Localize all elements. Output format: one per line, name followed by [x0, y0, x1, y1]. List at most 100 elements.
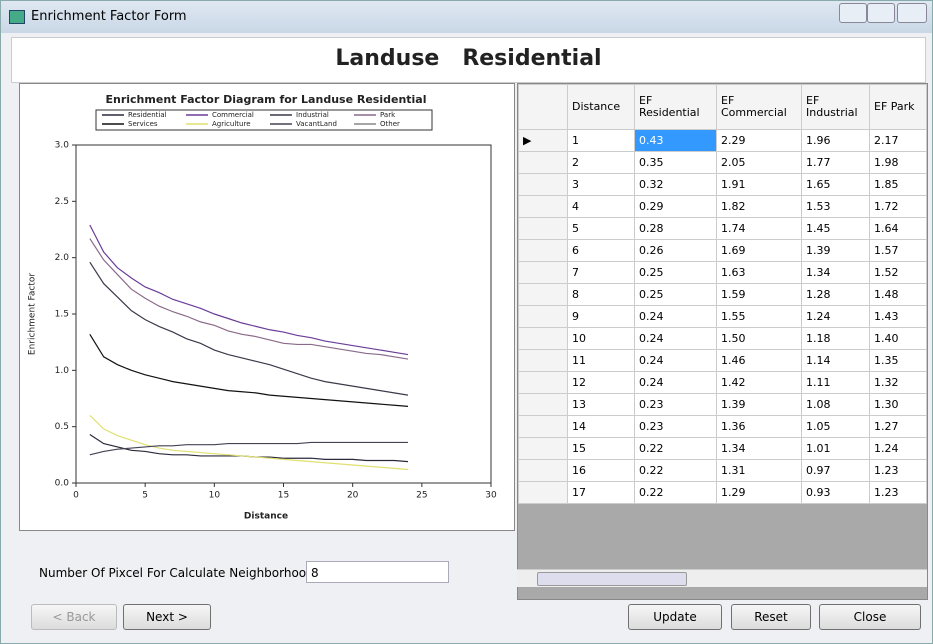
table-cell[interactable]: 1.32	[869, 371, 927, 394]
table-cell[interactable]: 1.23	[869, 459, 927, 482]
table-cell[interactable]: 1.69	[716, 239, 802, 262]
table-row: 13 0.23 1.39 1.08 1.30	[518, 393, 927, 416]
next-button[interactable]: Next >	[123, 604, 211, 630]
table-cell[interactable]: 10	[567, 327, 635, 350]
table-cell[interactable]: 1.55	[716, 305, 802, 328]
table-cell[interactable]: 1	[567, 129, 635, 152]
table-cell[interactable]: 1.18	[801, 327, 870, 350]
table-cell[interactable]: 0.29	[634, 195, 717, 218]
neighborhood-input[interactable]: 8	[306, 561, 449, 583]
table-cell[interactable]: 1.46	[716, 349, 802, 372]
table-cell[interactable]: 0.22	[634, 437, 717, 460]
table-cell[interactable]: 1.45	[801, 217, 870, 240]
table-cell[interactable]: 1.74	[716, 217, 802, 240]
table-cell[interactable]: 0.28	[634, 217, 717, 240]
table-cell[interactable]: 14	[567, 415, 635, 438]
scroll-thumb[interactable]	[537, 572, 687, 586]
table-cell[interactable]: 7	[567, 261, 635, 284]
table-cell[interactable]: 1.72	[869, 195, 927, 218]
table-cell[interactable]: 1.14	[801, 349, 870, 372]
table-cell[interactable]: 1.64	[869, 217, 927, 240]
horizontal-scrollbar[interactable]	[517, 569, 927, 587]
table-cell[interactable]: 0.24	[634, 327, 717, 350]
table-cell[interactable]: 8	[567, 283, 635, 306]
table-cell[interactable]: 1.24	[869, 437, 927, 460]
table-cell[interactable]: 1.59	[716, 283, 802, 306]
table-cell[interactable]: 1.50	[716, 327, 802, 350]
table-cell[interactable]: 0.43	[634, 129, 717, 152]
table-cell[interactable]: 1.39	[801, 239, 870, 262]
table-cell[interactable]: 0.25	[634, 283, 717, 306]
table-cell[interactable]: 0.97	[801, 459, 870, 482]
table-cell[interactable]: 1.24	[801, 305, 870, 328]
table-cell[interactable]: 1.85	[869, 173, 927, 196]
table-cell[interactable]: 0.22	[634, 481, 717, 504]
back-button[interactable]: < Back	[31, 604, 117, 630]
table-cell[interactable]: 1.91	[716, 173, 802, 196]
table-cell[interactable]: 1.57	[869, 239, 927, 262]
table-cell[interactable]: 1.96	[801, 129, 870, 152]
table-cell[interactable]: 1.08	[801, 393, 870, 416]
table-cell[interactable]: 12	[567, 371, 635, 394]
table-cell[interactable]: 1.05	[801, 415, 870, 438]
table-cell[interactable]: 2.29	[716, 129, 802, 152]
table-cell[interactable]: 1.43	[869, 305, 927, 328]
table-cell[interactable]: 0.24	[634, 371, 717, 394]
table-cell[interactable]: 1.52	[869, 261, 927, 284]
table-cell[interactable]: 1.28	[801, 283, 870, 306]
table-cell[interactable]: 1.01	[801, 437, 870, 460]
table-cell[interactable]: 6	[567, 239, 635, 262]
row-header	[518, 151, 568, 174]
update-button[interactable]: Update	[628, 604, 722, 630]
table-cell[interactable]: 1.34	[716, 437, 802, 460]
table-cell[interactable]: 2.05	[716, 151, 802, 174]
maximize-button[interactable]	[867, 3, 895, 23]
reset-button[interactable]: Reset	[731, 604, 811, 630]
table-cell[interactable]: 0.23	[634, 415, 717, 438]
series-line	[89, 441, 408, 456]
table-cell[interactable]: 9	[567, 305, 635, 328]
table-cell[interactable]: 1.23	[869, 481, 927, 504]
table-cell[interactable]: 3	[567, 173, 635, 196]
table-cell[interactable]: 1.31	[716, 459, 802, 482]
table-cell[interactable]: 1.82	[716, 195, 802, 218]
table-cell[interactable]: 0.32	[634, 173, 717, 196]
table-cell[interactable]: 1.30	[869, 393, 927, 416]
table-cell[interactable]: 1.27	[869, 415, 927, 438]
table-cell[interactable]: 11	[567, 349, 635, 372]
table-cell[interactable]: 1.53	[801, 195, 870, 218]
table-cell[interactable]: 0.24	[634, 349, 717, 372]
table-cell[interactable]: 1.48	[869, 283, 927, 306]
table-cell[interactable]: 0.93	[801, 481, 870, 504]
table-cell[interactable]: 1.39	[716, 393, 802, 416]
table-cell[interactable]: 1.11	[801, 371, 870, 394]
table-cell[interactable]: 5	[567, 217, 635, 240]
table-cell[interactable]: 1.63	[716, 261, 802, 284]
table-cell[interactable]: 0.26	[634, 239, 717, 262]
table-cell[interactable]: 1.40	[869, 327, 927, 350]
close-button[interactable]: Close	[819, 604, 921, 630]
table-cell[interactable]: 1.65	[801, 173, 870, 196]
table-cell[interactable]: 1.35	[869, 349, 927, 372]
table-cell[interactable]: 4	[567, 195, 635, 218]
table-cell[interactable]: 0.35	[634, 151, 717, 174]
table-cell[interactable]: 1.42	[716, 371, 802, 394]
table-cell[interactable]: 1.36	[716, 415, 802, 438]
table-cell[interactable]: 15	[567, 437, 635, 460]
table-cell[interactable]: 16	[567, 459, 635, 482]
table-cell[interactable]: 0.23	[634, 393, 717, 416]
table-cell[interactable]: 1.77	[801, 151, 870, 174]
table-cell[interactable]: 2	[567, 151, 635, 174]
table-cell[interactable]: 2.17	[869, 129, 927, 152]
y-tick-label: 1.0	[55, 366, 70, 376]
table-cell[interactable]: 0.25	[634, 261, 717, 284]
table-cell[interactable]: 0.22	[634, 459, 717, 482]
table-cell[interactable]: 1.34	[801, 261, 870, 284]
table-cell[interactable]: 13	[567, 393, 635, 416]
table-cell[interactable]: 1.29	[716, 481, 802, 504]
table-cell[interactable]: 1.98	[869, 151, 927, 174]
close-window-button[interactable]	[897, 3, 927, 23]
table-cell[interactable]: 0.24	[634, 305, 717, 328]
minimize-button[interactable]	[839, 3, 867, 23]
table-cell[interactable]: 17	[567, 481, 635, 504]
